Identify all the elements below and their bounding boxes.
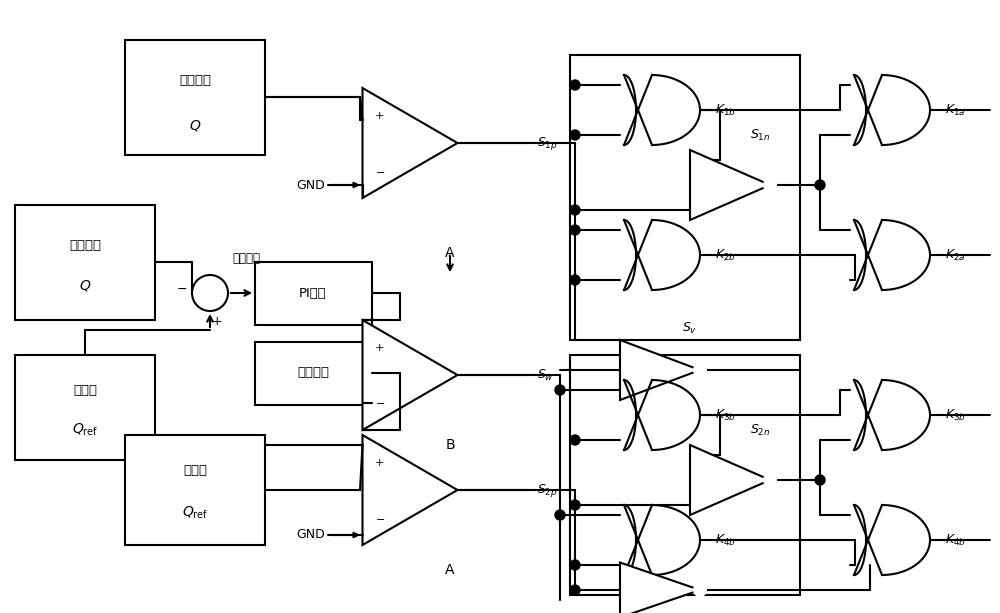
- Text: $K_{2a}$: $K_{2a}$: [945, 248, 966, 262]
- Text: $S_v$: $S_v$: [682, 321, 698, 335]
- Polygon shape: [624, 75, 700, 145]
- Text: 基准值: 基准值: [73, 384, 97, 397]
- Polygon shape: [624, 505, 700, 575]
- Polygon shape: [624, 220, 700, 290]
- Polygon shape: [854, 220, 930, 290]
- Circle shape: [570, 80, 580, 90]
- Circle shape: [694, 584, 706, 596]
- Text: $-$: $-$: [375, 512, 385, 522]
- Circle shape: [555, 510, 565, 520]
- Text: $-$: $-$: [176, 281, 188, 294]
- Polygon shape: [363, 88, 458, 198]
- Polygon shape: [854, 75, 930, 145]
- Circle shape: [815, 475, 825, 485]
- Polygon shape: [620, 340, 700, 400]
- Bar: [570, 355, 800, 595]
- Polygon shape: [363, 435, 458, 545]
- Text: $K_{2b}$: $K_{2b}$: [715, 248, 736, 262]
- Text: $K_{4b}$: $K_{4b}$: [715, 533, 736, 547]
- Circle shape: [570, 585, 580, 595]
- Text: $S_{2n}$: $S_{2n}$: [750, 422, 770, 438]
- Text: 误差信号: 误差信号: [232, 251, 260, 264]
- Circle shape: [570, 130, 580, 140]
- Text: $Q_{\mathrm{ref}}$: $Q_{\mathrm{ref}}$: [182, 504, 208, 521]
- Circle shape: [764, 179, 776, 191]
- Bar: [255, 262, 372, 325]
- Polygon shape: [690, 445, 770, 515]
- Bar: [15, 355, 155, 460]
- Bar: [570, 55, 800, 340]
- Polygon shape: [854, 380, 930, 450]
- Circle shape: [694, 364, 706, 376]
- Circle shape: [570, 560, 580, 570]
- Text: $S_{1n}$: $S_{1n}$: [750, 128, 770, 143]
- Circle shape: [570, 275, 580, 285]
- Text: 无功信号: 无功信号: [179, 74, 211, 86]
- Circle shape: [570, 205, 580, 215]
- Polygon shape: [620, 563, 700, 613]
- Text: PI调节: PI调节: [299, 286, 327, 300]
- Text: $-$: $-$: [375, 397, 385, 408]
- Text: +: +: [375, 110, 384, 121]
- Text: $S_{1p}$: $S_{1p}$: [537, 134, 558, 151]
- Circle shape: [570, 500, 580, 510]
- Circle shape: [570, 435, 580, 445]
- Text: $Q$: $Q$: [189, 118, 201, 132]
- Circle shape: [192, 275, 228, 311]
- Text: $+$: $+$: [211, 314, 223, 327]
- Text: 无功信号: 无功信号: [69, 238, 101, 251]
- Polygon shape: [854, 505, 930, 575]
- Text: GND: GND: [296, 528, 325, 541]
- Polygon shape: [363, 320, 458, 430]
- Text: B: B: [445, 438, 455, 452]
- Bar: [125, 435, 265, 545]
- Polygon shape: [624, 380, 700, 450]
- Text: +: +: [375, 457, 384, 468]
- Text: $K_{1b}$: $K_{1b}$: [715, 102, 736, 118]
- Text: $K_{4b}$: $K_{4b}$: [945, 533, 966, 547]
- Text: $-$: $-$: [375, 166, 385, 175]
- Circle shape: [570, 225, 580, 235]
- Text: 基准值: 基准值: [183, 463, 207, 476]
- Text: +: +: [375, 343, 384, 352]
- Text: $K_{3b}$: $K_{3b}$: [945, 408, 966, 422]
- Text: A: A: [445, 563, 455, 577]
- Bar: [255, 342, 372, 405]
- Circle shape: [764, 474, 776, 486]
- Text: A: A: [445, 246, 455, 260]
- Bar: [15, 205, 155, 320]
- Text: 三角载波: 三角载波: [297, 367, 329, 379]
- Text: $Q_{\mathrm{ref}}$: $Q_{\mathrm{ref}}$: [72, 422, 98, 438]
- Text: $K_{3b}$: $K_{3b}$: [715, 408, 736, 422]
- Polygon shape: [690, 150, 770, 220]
- Text: $S_{2p}$: $S_{2p}$: [537, 481, 558, 498]
- Text: $Q$: $Q$: [79, 278, 91, 292]
- Bar: [125, 40, 265, 155]
- Text: $S_w$: $S_w$: [537, 367, 554, 383]
- Text: GND: GND: [296, 178, 325, 191]
- Circle shape: [555, 385, 565, 395]
- Circle shape: [815, 180, 825, 190]
- Text: $K_{1a}$: $K_{1a}$: [945, 102, 966, 118]
